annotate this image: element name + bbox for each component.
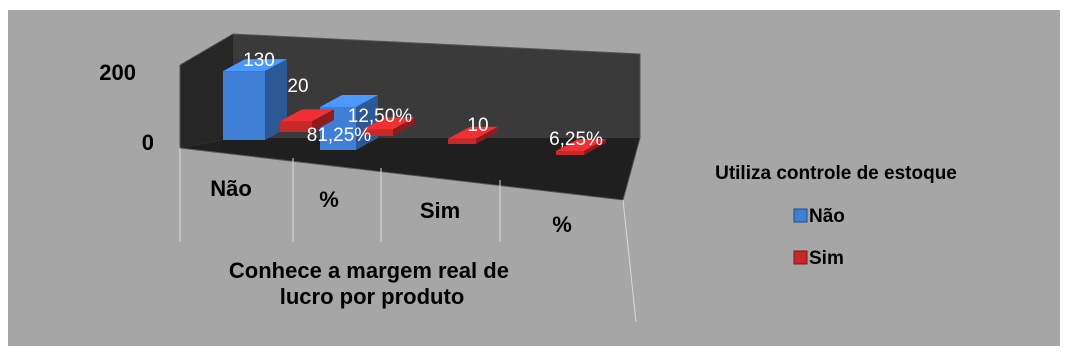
y-tick-label-0: 0 (142, 130, 154, 155)
chart-area: 130 81,25% 20 12,50% 10 6,25% 200 0 Não% Sim% … (8, 10, 1060, 346)
data-label-sim-1: 12,50% (348, 106, 413, 127)
legend-swatch-icon (793, 250, 808, 265)
bar-sim-3 (556, 139, 606, 155)
x-axis-title: Conhece a margem real de lucro por produ… (229, 258, 515, 309)
bar-não-1 (320, 94, 378, 150)
data-label-sim-2: 10 (467, 115, 488, 136)
chart-side-wall (180, 34, 233, 148)
legend-swatch-icon (793, 208, 808, 223)
bar-sim-2 (448, 126, 498, 144)
data-label-não-1: 81,25% (307, 125, 372, 146)
bar-sim-1 (363, 117, 415, 136)
category-separator-4 (622, 199, 637, 323)
category-label-0: Não (210, 176, 252, 201)
category-labels-layer: Não% Sim% (210, 176, 572, 237)
data-label-sim-3: 6,25% (549, 129, 603, 150)
x-axis-title-line-2: lucro por produto (280, 284, 465, 309)
legend-label: Não (809, 206, 845, 227)
x-axis-title-line-1: Conhece a margem real de (229, 258, 509, 283)
legend-item-não: Não (793, 206, 845, 227)
category-axis-lines (179, 148, 637, 323)
data-label-sim-0: 20 (287, 76, 308, 97)
legend-item-sim: Sim (793, 248, 844, 269)
legend: Não Sim (793, 206, 845, 269)
y-tick-label-200: 200 (99, 60, 136, 85)
category-label-3: % (552, 212, 572, 237)
data-label-não-0: 130 (243, 50, 275, 71)
category-label-2: Sim (420, 198, 460, 223)
bar-não-0 (223, 59, 287, 140)
data-labels-layer: 130 81,25% 20 12,50% 10 6,25% (243, 50, 603, 150)
bar-sim-0 (280, 109, 334, 132)
bars-layer (223, 59, 606, 155)
legend-title: Utiliza controle de estoque (715, 163, 957, 184)
chart-floor (180, 138, 640, 200)
category-label-1: % (319, 187, 339, 212)
legend-label: Sim (809, 248, 844, 269)
